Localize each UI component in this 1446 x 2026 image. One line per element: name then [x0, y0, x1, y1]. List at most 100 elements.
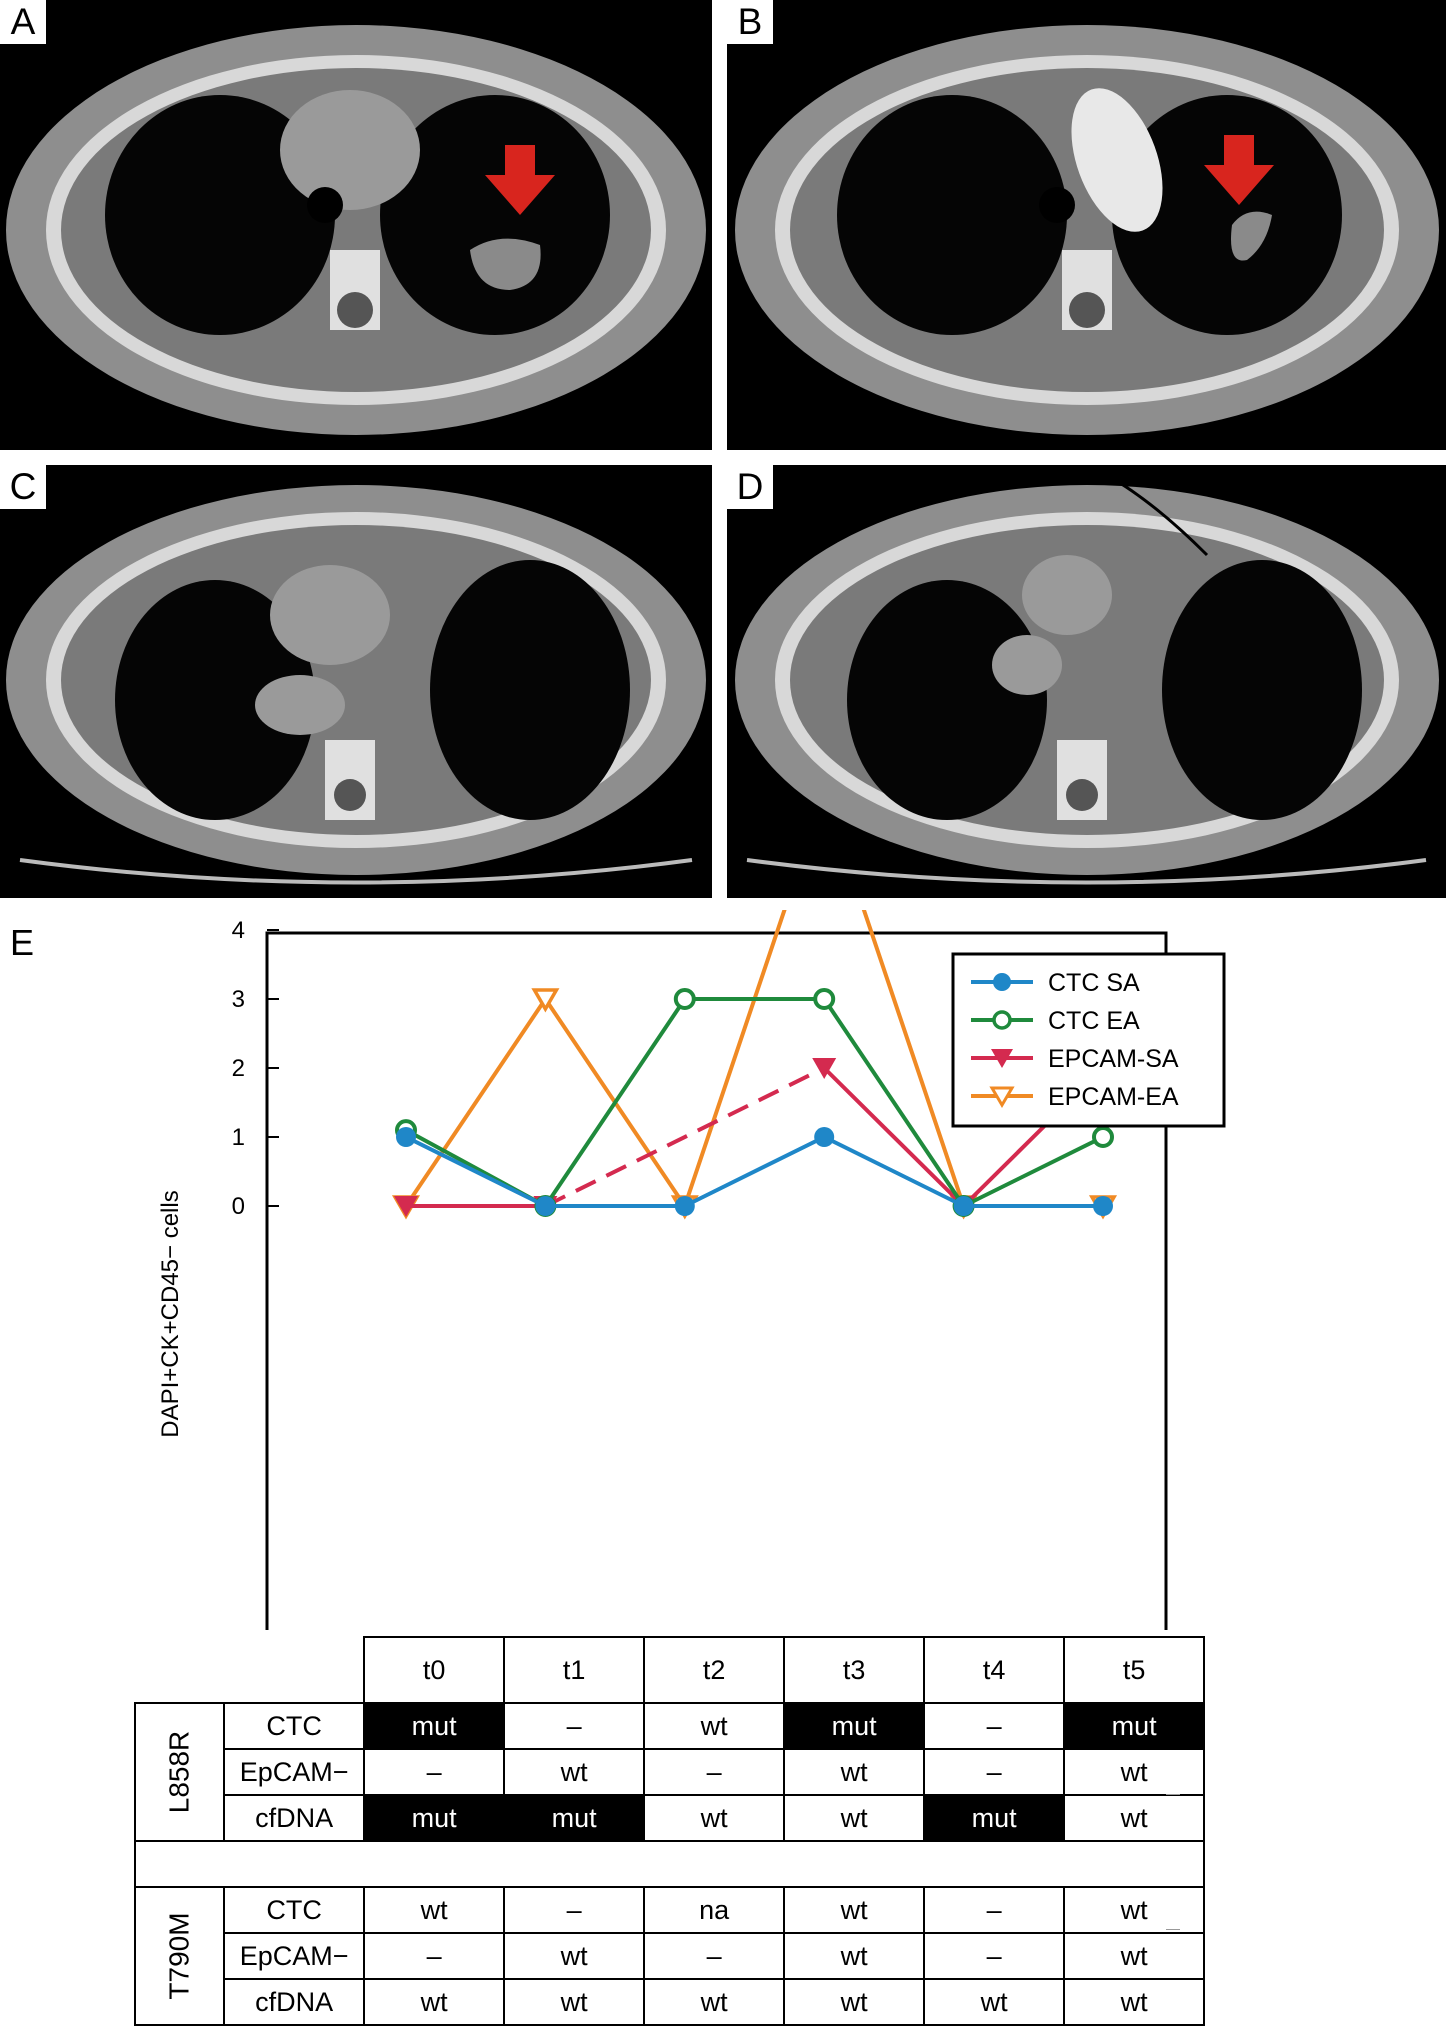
series-dashed-segment [544, 1066, 826, 1208]
series-line-segment [822, 1066, 966, 1208]
table-cell: – [923, 1932, 1066, 1980]
y-tick-label: 3 [232, 986, 245, 1013]
table-cell: wt [783, 1794, 926, 1842]
column-header: t1 [503, 1636, 646, 1704]
column-header: t3 [783, 1636, 926, 1704]
y-axis-label: DAPI+CK+CD45− cells [157, 1190, 184, 1437]
table-row: EpCAM− – wt – wt – wt [135, 1748, 1206, 1796]
table-row: cfDNA mut mut wt wt mut wt [135, 1794, 1206, 1842]
table-tick [1166, 1929, 1180, 1930]
row-label: CTC [223, 1702, 366, 1750]
gene-label: L858R [133, 1702, 226, 1842]
series-line-segment [404, 997, 548, 1208]
table-cell: wt [923, 1978, 1066, 2026]
ct-panel-c: C [0, 465, 712, 898]
table-cell: wt [1063, 1886, 1206, 1934]
table-cell: wt [1063, 1748, 1206, 1796]
table-cell: wt [783, 1748, 926, 1796]
data-point [1092, 1126, 1114, 1148]
series-line-segment [823, 1135, 965, 1208]
table-corner [135, 1637, 224, 1703]
table-cell: – [643, 1932, 786, 1980]
plot-frame [265, 931, 1168, 1630]
series-line-segment [682, 910, 787, 1207]
panel-label-e: E [10, 922, 35, 963]
y-tick-label: 2 [232, 1055, 245, 1082]
row-label: cfDNA [223, 1794, 366, 1842]
legend-marker [992, 1010, 1012, 1030]
column-header: t4 [923, 1636, 1066, 1704]
table-tick [1166, 1794, 1180, 1795]
y-tick-label: 4 [232, 917, 245, 944]
y-tick-label: 0 [232, 1193, 245, 1220]
table-cell: – [503, 1886, 646, 1934]
table-cell: wt [783, 1886, 926, 1934]
table-cell: mut [363, 1702, 506, 1750]
table-row: EpCAM− – wt – wt – wt [135, 1932, 1206, 1980]
table-cell: wt [1063, 1794, 1206, 1842]
table-cell: wt [643, 1702, 786, 1750]
data-point [674, 1196, 695, 1216]
series-line-segment [543, 997, 687, 1208]
data-point [953, 1196, 974, 1216]
table-cell: – [923, 1886, 1066, 1934]
legend-label: EPCAM-EA [1048, 1083, 1179, 1111]
ct-scan-image [0, 0, 712, 450]
table-cell: wt [1063, 1978, 1206, 2026]
table-cell: – [503, 1702, 646, 1750]
series-line-segment [405, 1135, 547, 1208]
gene-label: T790M [133, 1886, 226, 2026]
ct-panel-d: D [727, 465, 1446, 898]
table-cell: mut [1063, 1702, 1206, 1750]
table-row: L858R CTC mut – wt mut – mut [133, 1702, 1206, 1842]
series-line-segment [861, 910, 966, 1207]
table-header-row: t0 t1 t2 t3 t4 t5 [135, 1636, 1206, 1704]
table-cell: wt [783, 1978, 926, 2026]
data-point [396, 1127, 416, 1147]
table-cell: mut [363, 1794, 506, 1842]
column-header: t0 [363, 1636, 506, 1704]
row-label: EpCAM− [223, 1932, 366, 1980]
legend-marker [991, 1049, 1013, 1068]
ct-scan-image [727, 465, 1446, 898]
data-point [812, 1058, 837, 1079]
mutation-table: t0 t1 t2 t3 t4 t5 L858R CTC mut – wt mut – mut EpCAM− –… [133, 1636, 1206, 2026]
ct-scan-image [0, 465, 712, 898]
column-header: t2 [643, 1636, 786, 1704]
legend-label: CTC EA [1048, 1007, 1140, 1035]
series-line-segment [962, 1135, 1104, 1208]
table-cell: wt [503, 1978, 646, 2026]
legend-marker [993, 973, 1011, 991]
table-cell: wt [363, 1978, 506, 2026]
ct-panel-a: A [0, 0, 712, 450]
table-cell: wt [1063, 1932, 1206, 1980]
panel-label: B [727, 0, 773, 44]
panel-label: A [0, 0, 46, 44]
data-point [394, 1196, 418, 1217]
legend-marker [989, 1086, 1015, 1108]
legend-label: EPCAM-SA [1048, 1045, 1179, 1073]
table-cell: – [643, 1748, 786, 1796]
table-cell: wt [503, 1932, 646, 1980]
table-corner [224, 1637, 364, 1703]
table-cell: mut [923, 1794, 1066, 1842]
row-label: EpCAM− [223, 1748, 366, 1796]
table-spacer-row [133, 1840, 1206, 1888]
table-cell: – [363, 1748, 506, 1796]
table-cell: mut [503, 1794, 646, 1842]
table-cell: – [363, 1932, 506, 1980]
data-point [814, 1127, 835, 1147]
series-line-segment [683, 1135, 826, 1208]
row-label: cfDNA [223, 1978, 366, 2026]
table-cell: – [923, 1702, 1066, 1750]
ct-scan-image [727, 0, 1446, 450]
panel-label: D [727, 465, 773, 509]
table-row: cfDNA wt wt wt wt wt wt [135, 1978, 1206, 2026]
data-point [1093, 1196, 1113, 1216]
series-line-segment [822, 997, 966, 1208]
table-cell: – [923, 1748, 1066, 1796]
ct-panel-b: B [727, 0, 1446, 450]
y-tick-label: 1 [232, 1124, 245, 1151]
table-cell: wt [643, 1978, 786, 2026]
